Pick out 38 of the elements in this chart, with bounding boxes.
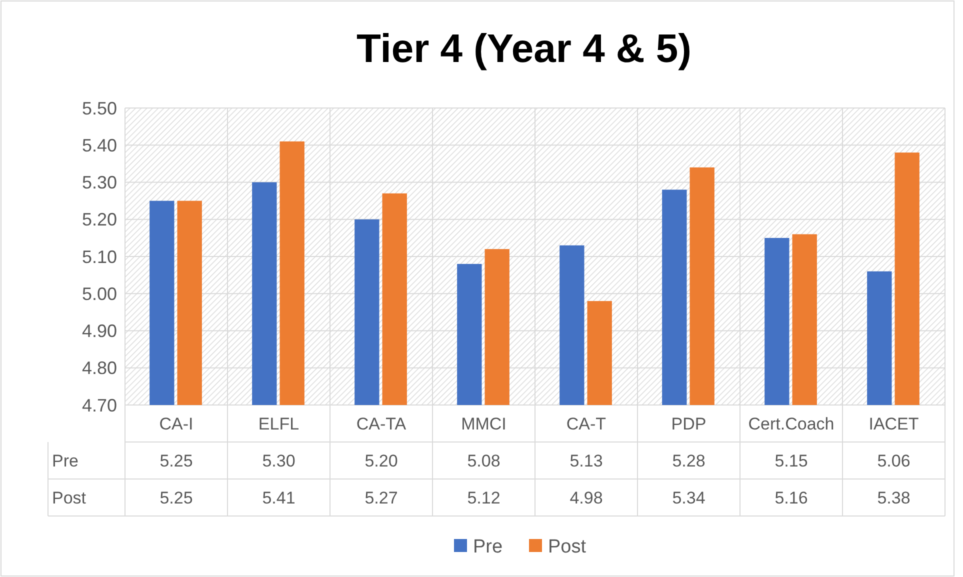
x-tick-label: CA-T xyxy=(566,414,606,434)
legend-label: Pre xyxy=(473,536,503,558)
text: Pre xyxy=(52,451,78,470)
y-tick-label: 5.50 xyxy=(82,98,117,118)
data-label: 5.15 xyxy=(774,451,808,470)
x-tick-label: CA-I xyxy=(159,414,194,434)
x-tick-label: Cert.Coach xyxy=(748,414,834,434)
data-label: 5.25 xyxy=(160,451,193,470)
data-label: 5.38 xyxy=(877,488,910,508)
data-label: 4.98 xyxy=(570,488,603,508)
data-label: 5.16 xyxy=(774,488,808,508)
y-tick-label: 5.40 xyxy=(82,135,117,156)
x-tick-label: IACET xyxy=(868,414,919,434)
data-label: 5.25 xyxy=(160,488,193,508)
data-label: 5.08 xyxy=(467,451,500,470)
data-label: 5.34 xyxy=(672,488,706,508)
y-tick-label: 5.00 xyxy=(82,284,117,304)
y-tick-label: 5.10 xyxy=(82,246,117,267)
data-label: 5.30 xyxy=(262,451,296,470)
y-tick-label: 4.80 xyxy=(82,358,117,378)
x-tick-label: CA-TA xyxy=(356,414,407,434)
x-tick-label: ELFL xyxy=(258,414,300,434)
y-tick-label: 4.90 xyxy=(82,321,117,342)
text: Post xyxy=(52,488,86,508)
data-label: 5.06 xyxy=(877,451,910,470)
y-tick-label: 4.70 xyxy=(82,395,117,416)
legend-label: Post xyxy=(548,536,587,558)
data-label: 5.20 xyxy=(364,451,398,470)
x-tick-label: PDP xyxy=(671,414,706,434)
data-label: 5.27 xyxy=(364,488,398,508)
y-tick-label: 5.20 xyxy=(82,210,117,230)
y-tick-label: 5.30 xyxy=(82,172,117,193)
data-label: 5.13 xyxy=(570,451,603,470)
data-label: 5.28 xyxy=(672,451,706,470)
chart-title: Tier 4 (Year 4 & 5) xyxy=(356,27,692,71)
data-label: 5.12 xyxy=(467,488,500,508)
x-tick-label: MMCI xyxy=(461,414,506,434)
data-label: 5.41 xyxy=(262,488,296,508)
